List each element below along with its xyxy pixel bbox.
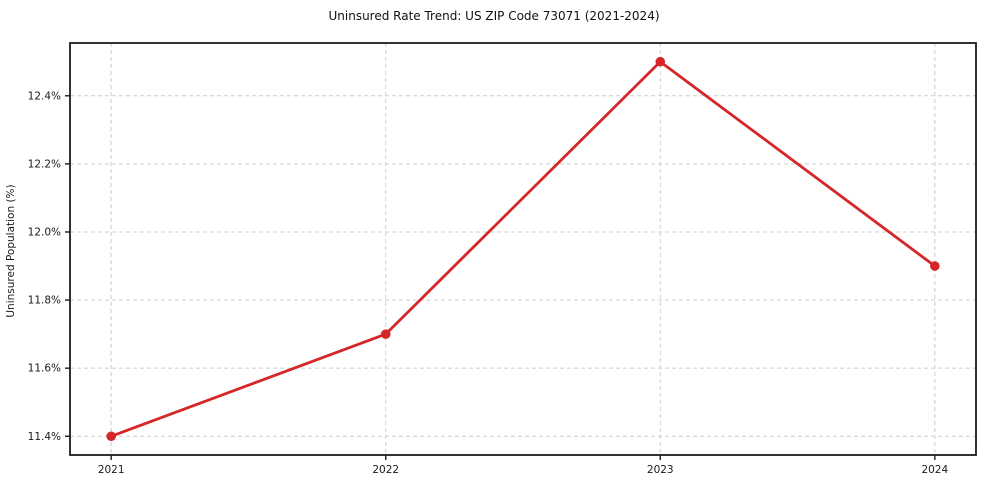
y-axis-label: Uninsured Population (%) xyxy=(5,184,17,317)
plot-area: 11.4% 11.6% 11.8% 12.0% 12.2% 12.4% 2021 2022 20… xyxy=(28,42,977,476)
data-point-2023 xyxy=(655,56,666,67)
y-tick-label: 11.6% xyxy=(28,363,61,375)
y-tick-label: 12.2% xyxy=(28,158,61,170)
y-tick-label: 12.4% xyxy=(28,90,61,102)
plot-border xyxy=(69,42,977,456)
x-tick-label: 2021 xyxy=(98,464,125,476)
y-tick-label: 12.0% xyxy=(28,226,61,238)
y-tick-label: 11.4% xyxy=(28,431,61,443)
trend-line xyxy=(109,60,937,438)
x-tick-label: 2022 xyxy=(372,464,399,476)
x-tick-label: 2023 xyxy=(647,464,674,476)
data-point-2022 xyxy=(380,329,391,339)
chart-title: Uninsured Rate Trend: US ZIP Code 73071 … xyxy=(328,9,659,23)
data-point-2024 xyxy=(930,261,940,271)
y-tick-label: 11.8% xyxy=(28,295,61,307)
x-tick-label: 2024 xyxy=(921,464,948,476)
data-point-2021 xyxy=(106,431,116,442)
